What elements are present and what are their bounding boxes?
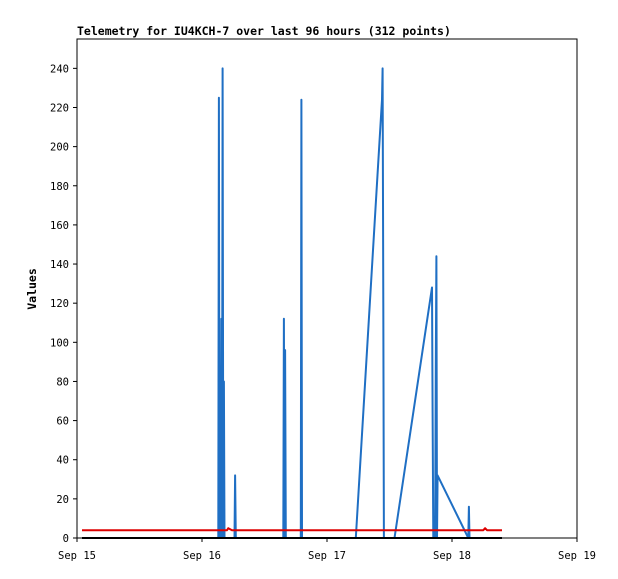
y-tick-label: 120 (50, 298, 69, 310)
y-tick-label: 160 (50, 220, 69, 232)
y-tick-label: 20 (56, 494, 69, 506)
y-tick-label: 60 (56, 416, 69, 428)
series-layer (82, 67, 502, 539)
y-tick-label: 140 (50, 259, 69, 271)
x-tick-label: Sep 18 (433, 550, 471, 562)
y-tick-label: 180 (50, 181, 69, 193)
y-tick-label: 40 (56, 455, 69, 467)
plot-area-frame (76, 38, 578, 539)
x-axis: Sep 15 Sep 16 Sep 17 Sep 18 Sep 19 (58, 538, 596, 562)
y-tick-label: 240 (50, 63, 69, 75)
x-tick-label: Sep 17 (308, 550, 346, 562)
x-tick-label: Sep 15 (58, 550, 96, 562)
y-tick-label: 0 (63, 533, 69, 545)
x-tick-label: Sep 19 (558, 550, 596, 562)
y-tick-label: 80 (56, 376, 69, 388)
y-axis-label: Values (25, 268, 39, 310)
series-line-red (82, 527, 502, 532)
chart-title: Telemetry for IU4KCH-7 over last 96 hour… (77, 24, 451, 38)
y-tick-label: 100 (50, 337, 69, 349)
y-axis: 0 20 40 60 80 100 120 140 160 180 200 220 240 (50, 63, 77, 545)
y-tick-label: 200 (50, 142, 69, 154)
y-tick-label: 220 (50, 102, 69, 114)
x-tick-label: Sep 16 (183, 550, 221, 562)
